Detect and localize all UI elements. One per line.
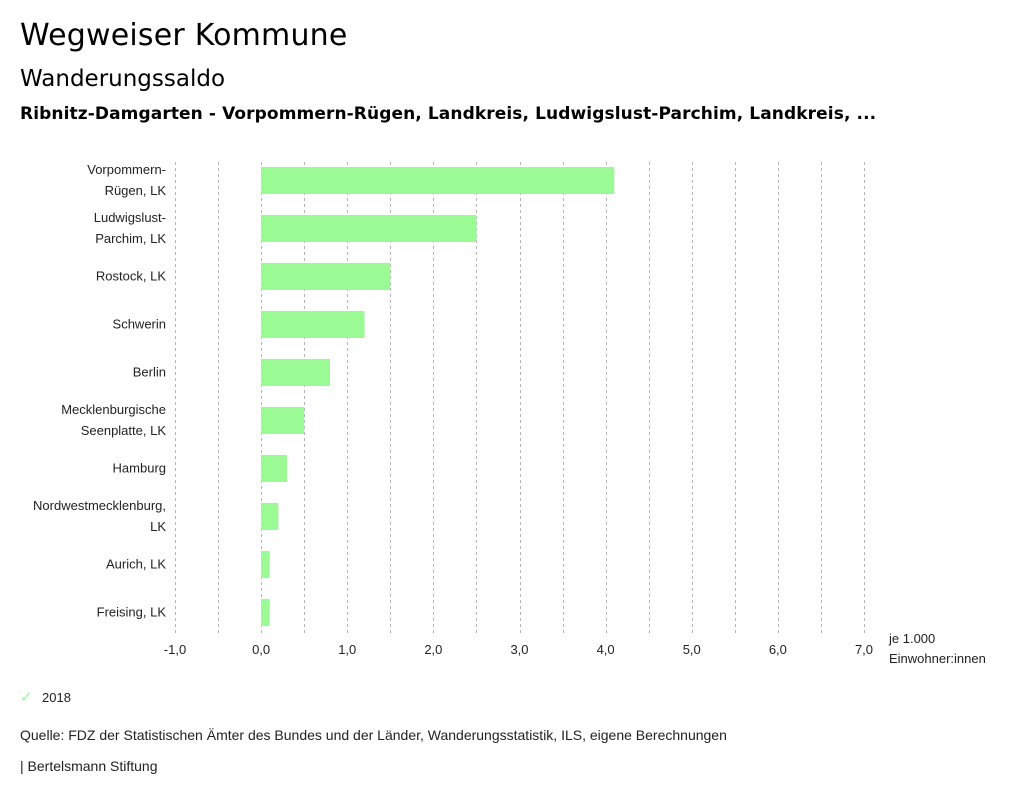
bar[interactable] — [261, 167, 615, 194]
page-title: Wegweiser Kommune — [20, 18, 348, 53]
category-labels: Vorpommern- Rügen, LK Ludwigslust- Parchim,… — [33, 162, 166, 620]
category-label: Parchim, LK — [95, 231, 166, 246]
category-label: Schwerin — [113, 317, 166, 332]
source-note: Quelle: FDZ der Statistischen Ämter des … — [20, 727, 727, 743]
category-label: Hamburg — [113, 461, 166, 476]
x-tick-label: 4,0 — [597, 642, 615, 657]
bar[interactable] — [261, 311, 365, 338]
x-tick-label: -1,0 — [164, 642, 186, 657]
legend[interactable]: ✓ 2018 — [20, 688, 71, 706]
category-label: Aurich, LK — [106, 557, 166, 572]
bar[interactable] — [261, 215, 477, 242]
x-tick-label: 5,0 — [683, 642, 701, 657]
legend-item-2018[interactable]: 2018 — [42, 689, 71, 705]
chart-subtitle: Wanderungssaldo — [20, 66, 226, 92]
bar[interactable] — [261, 599, 270, 626]
category-label: Berlin — [133, 365, 166, 380]
category-label: Rostock, LK — [96, 269, 166, 284]
x-axis-label: Einwohner:innen — [889, 651, 986, 666]
category-label: Freising, LK — [97, 605, 167, 620]
bars — [261, 167, 615, 626]
category-label: Ludwigslust- — [94, 210, 166, 225]
check-icon[interactable]: ✓ — [20, 689, 33, 706]
category-label: Vorpommern- — [87, 162, 166, 177]
x-tick-label: 2,0 — [424, 642, 442, 657]
bar[interactable] — [261, 407, 305, 434]
bar[interactable] — [261, 263, 391, 290]
bar[interactable] — [261, 455, 287, 482]
x-tick-label: 3,0 — [510, 642, 528, 657]
category-label: Nordwestmecklenburg, — [33, 498, 166, 513]
bar[interactable] — [261, 503, 279, 530]
category-label: Rügen, LK — [105, 183, 167, 198]
x-tick-labels: -1,0 0,0 1,0 2,0 3,0 4,0 5,0 6,0 7,0 — [164, 642, 873, 657]
x-tick-label: 6,0 — [769, 642, 787, 657]
x-tick-label: 1,0 — [338, 642, 356, 657]
x-axis-label: je 1.000 — [888, 631, 935, 646]
bar[interactable] — [261, 359, 331, 386]
x-tick-label: 7,0 — [855, 642, 873, 657]
x-axis-unit-label: je 1.000 Einwohner:innen — [888, 631, 986, 666]
bar-chart: Vorpommern- Rügen, LK Ludwigslust- Parchim,… — [33, 162, 986, 666]
category-label: LK — [150, 519, 166, 534]
credit-note: | Bertelsmann Stiftung — [20, 758, 158, 774]
category-label: Mecklenburgische — [61, 402, 166, 417]
category-label: Seenplatte, LK — [81, 423, 167, 438]
region-selection[interactable]: Ribnitz-Damgarten - Vorpommern-Rügen, La… — [20, 104, 877, 124]
x-tick-label: 0,0 — [252, 642, 270, 657]
bar[interactable] — [261, 551, 270, 578]
